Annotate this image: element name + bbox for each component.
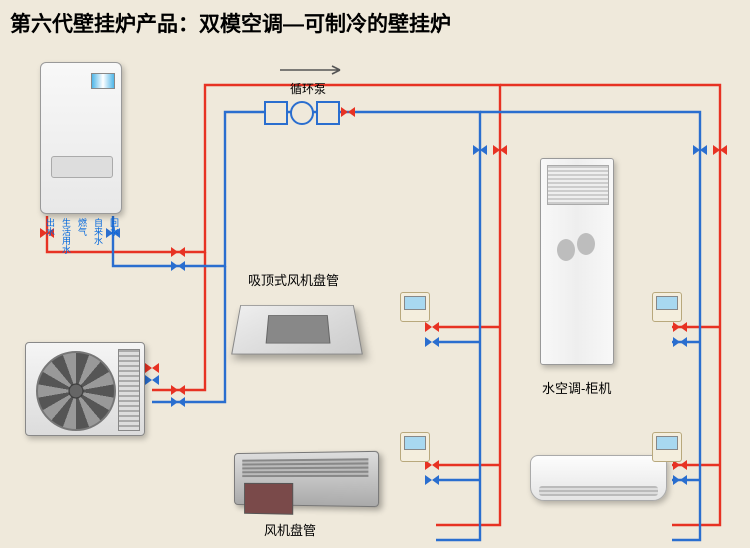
valve-icon <box>425 475 439 485</box>
valve-icon <box>425 322 439 332</box>
thermostat <box>400 292 430 322</box>
valve-icon <box>425 337 439 347</box>
fan-coil-unit <box>234 451 379 507</box>
fan-icon <box>36 351 116 431</box>
pump-icon <box>290 101 314 125</box>
boiler-port-label: 生活用水 <box>60 218 73 254</box>
cabinet-label: 水空调-柜机 <box>542 378 611 397</box>
valve-icon <box>145 375 159 385</box>
valve-icon <box>673 475 687 485</box>
valve-icon <box>171 385 185 395</box>
fancoil-label: 风机盘管 <box>264 520 316 539</box>
valve-icon <box>171 261 185 271</box>
valve-icon <box>171 247 185 257</box>
decor-flower <box>553 229 601 289</box>
boiler-port-label: 回水 <box>108 218 121 236</box>
valve-icon <box>673 337 687 347</box>
outdoor-condenser <box>25 342 145 436</box>
valve-icon <box>171 397 185 407</box>
wall-split-ac <box>530 455 667 501</box>
pump-label: 循环泵 <box>290 80 326 97</box>
pump-inlet-box <box>264 101 288 125</box>
wall-boiler <box>40 62 122 214</box>
thermostat <box>652 432 682 462</box>
hot-pipe <box>152 252 205 390</box>
ceiling-cassette <box>231 305 363 354</box>
cabinet-ac <box>540 158 614 365</box>
boiler-port-label: 出水 <box>44 218 57 236</box>
thermostat <box>652 292 682 322</box>
grille <box>118 349 140 431</box>
thermostat <box>400 432 430 462</box>
pump-outlet-box <box>316 101 340 125</box>
valve-icon <box>673 322 687 332</box>
valve-icon <box>341 107 355 117</box>
cassette-label: 吸顶式风机盘管 <box>248 270 339 289</box>
boiler-port-label: 自来水 <box>92 218 105 245</box>
flow-arrow <box>280 66 340 74</box>
valve-icon <box>145 363 159 373</box>
boiler-port-label: 燃气 <box>76 218 89 236</box>
cold-pipe <box>152 266 225 402</box>
